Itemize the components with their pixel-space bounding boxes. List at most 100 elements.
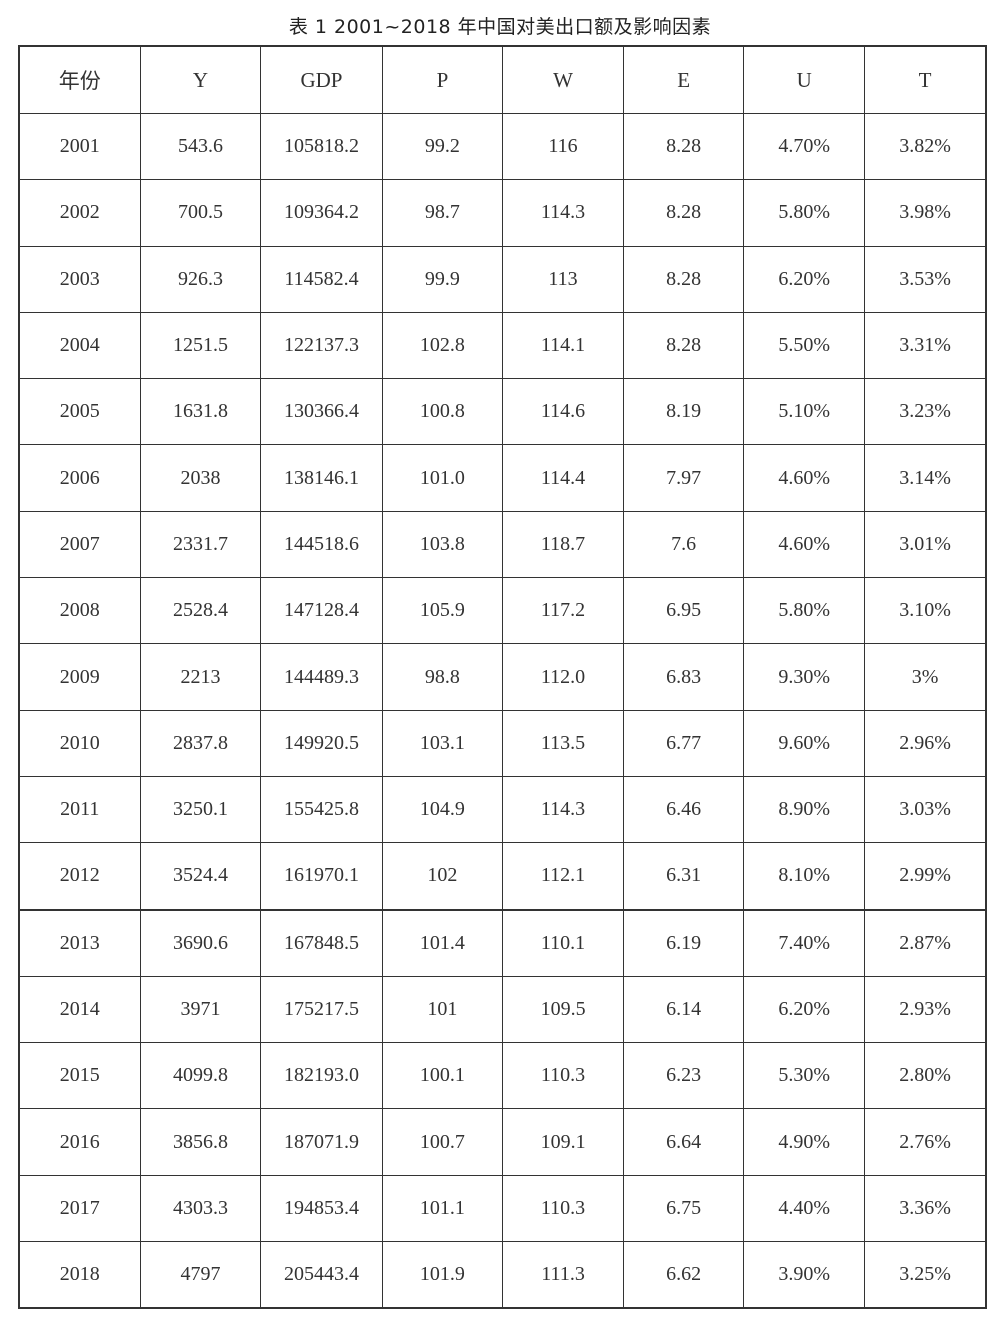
table-row: 2013 3690.6 167848.5 101.4 110.1 6.19 7.40% 2.8… [18,908,987,977]
table-cell: 3.82% [864,112,987,181]
table-cell: 8.28 [622,245,745,313]
table-cell: 110.1 [502,908,624,977]
table-cell: 2.99% [864,842,987,911]
table-cell: 2018 [18,1241,141,1309]
table-cell: 103.8 [381,510,504,579]
table-row: 2016 3856.8 187071.9 100.7 109.1 6.64 4.90% 2.7… [18,1108,987,1176]
table-cell: 5.30% [743,1042,866,1110]
column-header: E [622,45,745,114]
table-cell: 4797 [139,1241,262,1309]
table-cell: 2013 [18,908,141,977]
table-cell: 7.97 [622,444,745,512]
table-cell: 6.64 [622,1108,745,1176]
table-cell: 6.95 [622,577,745,645]
table-cell: 187071.9 [260,1108,383,1176]
table-cell: 3.10% [864,577,987,645]
table-cell: 109364.2 [260,179,383,247]
table-cell: 2331.7 [139,510,262,579]
table-cell: 4.60% [743,510,866,579]
table-cell: 114.4 [502,444,624,512]
table-row: 2001 543.6 105818.2 99.2 116 8.28 4.70% 3.82% [18,112,987,181]
table-cell: 2016 [18,1108,141,1176]
column-header: T [864,45,987,114]
table-cell: 114.6 [502,378,624,446]
table-cell: 3.31% [864,311,987,380]
table-cell: 2010 [18,709,141,777]
table-cell: 7.40% [743,908,866,977]
table-cell: 3.53% [864,245,987,313]
table-cell: 147128.4 [260,577,383,645]
table-cell: 155425.8 [260,775,383,844]
table-cell: 2005 [18,378,141,446]
table-row: 2003 926.3 114582.4 99.9 113 8.28 6.20% 3.53% [18,245,987,313]
table-cell: 102.8 [381,311,504,380]
table-cell: 144489.3 [260,643,383,711]
table-cell: 182193.0 [260,1042,383,1110]
table-cell: 2837.8 [139,709,262,777]
table-cell: 8.28 [622,311,745,380]
table-cell: 5.80% [743,179,866,247]
table-row: 2007 2331.7 144518.6 103.8 118.7 7.6 4.60% 3.01… [18,510,987,579]
table-cell: 167848.5 [260,908,383,977]
table-cell: 103.1 [381,709,504,777]
table-cell: 1631.8 [139,378,262,446]
table-cell: 3.90% [743,1241,866,1309]
table-row: 2005 1631.8 130366.4 100.8 114.6 8.19 5.10% 3.2… [18,378,987,446]
table-cell: 3.14% [864,444,987,512]
table-cell: 2002 [18,179,141,247]
table-cell: 926.3 [139,245,262,313]
table-row: 2008 2528.4 147128.4 105.9 117.2 6.95 5.80% 3.1… [18,577,987,645]
table-cell: 2.93% [864,975,987,1044]
table-cell: 9.30% [743,643,866,711]
table-cell: 3.25% [864,1241,987,1309]
table-cell: 2017 [18,1174,141,1243]
table-cell: 8.28 [622,179,745,247]
table-cell: 117.2 [502,577,624,645]
table-cell: 122137.3 [260,311,383,380]
table-cell: 3.23% [864,378,987,446]
table-row: 2015 4099.8 182193.0 100.1 110.3 6.23 5.30% 2.8… [18,1042,987,1110]
table-cell: 100.8 [381,378,504,446]
table-cell: 194853.4 [260,1174,383,1243]
table-cell: 2.76% [864,1108,987,1176]
table-cell: 114.3 [502,775,624,844]
table-cell: 2213 [139,643,262,711]
column-header: GDP [260,45,383,114]
table-cell: 98.8 [381,643,504,711]
table-cell: 105818.2 [260,112,383,181]
table-cell: 3250.1 [139,775,262,844]
table-cell: 4099.8 [139,1042,262,1110]
table-cell: 2007 [18,510,141,579]
table-cell: 6.46 [622,775,745,844]
table-cell: 99.9 [381,245,504,313]
table-cell: 3524.4 [139,842,262,911]
table-cell: 175217.5 [260,975,383,1044]
table-cell: 6.31 [622,842,745,911]
table-cell: 101.1 [381,1174,504,1243]
table-cell: 109.5 [502,975,624,1044]
table-cell: 144518.6 [260,510,383,579]
table-row: 2006 2038 138146.1 101.0 114.4 7.97 4.60% 3.14% [18,444,987,512]
table-cell: 98.7 [381,179,504,247]
table-cell: 114.1 [502,311,624,380]
table-row: 2004 1251.5 122137.3 102.8 114.1 8.28 5.50% 3.3… [18,311,987,380]
table-cell: 101.0 [381,444,504,512]
table-cell: 4.70% [743,112,866,181]
table-cell: 4303.3 [139,1174,262,1243]
table-row: 2010 2837.8 149920.5 103.1 113.5 6.77 9.60% 2.9… [18,709,987,777]
table-cell: 99.2 [381,112,504,181]
table-cell: 104.9 [381,775,504,844]
table-cell: 2011 [18,775,141,844]
table-cell: 109.1 [502,1108,624,1176]
table-row: 2011 3250.1 155425.8 104.9 114.3 6.46 8.90% 3.0… [18,775,987,844]
column-header: 年份 [18,45,141,114]
table-cell: 5.10% [743,378,866,446]
table-cell: 1251.5 [139,311,262,380]
header-row: 年份 Y GDP P W E U T [18,45,987,114]
data-table: 年份 Y GDP P W E U T 2001 543.6 105818.2 99.2 116 8.28… [18,45,987,1310]
table-cell: 3856.8 [139,1108,262,1176]
table-cell: 3% [864,643,987,711]
table-cell: 6.19 [622,908,745,977]
table-cell: 6.14 [622,975,745,1044]
table-cell: 118.7 [502,510,624,579]
